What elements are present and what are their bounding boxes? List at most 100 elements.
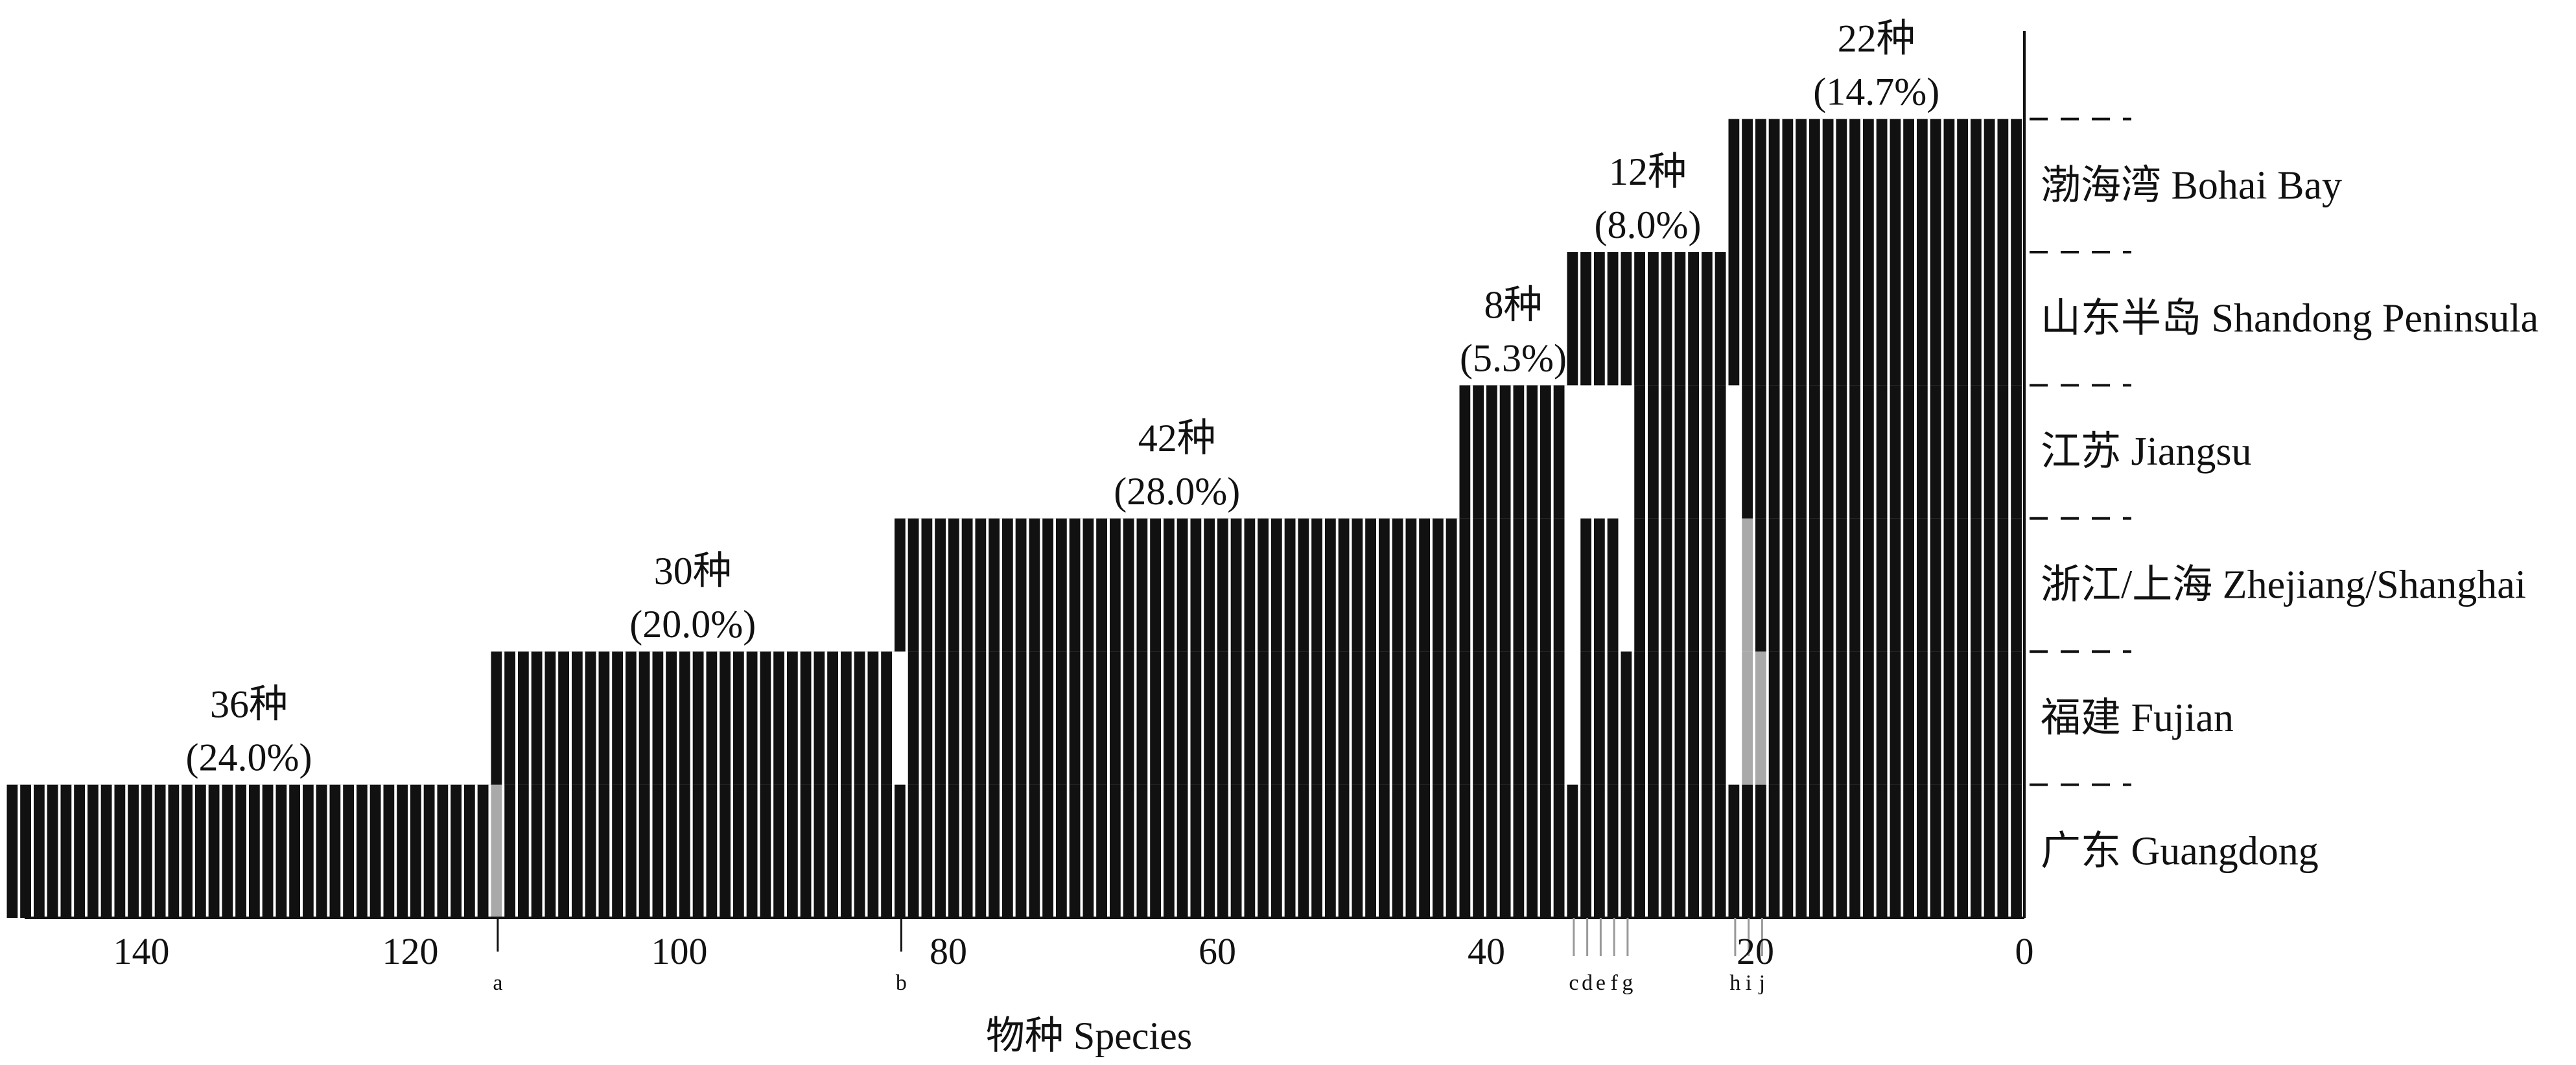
species-segment <box>1984 651 1998 785</box>
species-segment <box>1728 252 1742 386</box>
species-segment <box>841 651 854 785</box>
species-segment <box>975 518 989 652</box>
species-divider <box>784 651 787 918</box>
species-divider <box>1981 119 1984 919</box>
species-segment <box>1702 252 1715 386</box>
species-segment <box>1446 651 1460 785</box>
species-divider <box>703 651 707 918</box>
x-tick-label: 0 <box>2015 930 2034 972</box>
species-segment <box>1540 518 1554 652</box>
species-divider <box>1672 252 1675 918</box>
species-divider <box>1241 518 1245 918</box>
species-segment <box>666 651 679 785</box>
species-segment <box>1836 651 1850 785</box>
species-segment <box>975 784 989 918</box>
species-segment <box>867 784 882 918</box>
species-divider <box>394 784 397 918</box>
species-segment <box>1029 651 1043 785</box>
species-divider <box>1591 252 1594 918</box>
species-divider <box>1080 518 1083 918</box>
species-segment <box>154 784 169 918</box>
species-segment <box>2011 119 2024 252</box>
species-divider <box>1309 518 1312 918</box>
species-segment <box>572 651 585 785</box>
species-segment <box>1083 784 1097 918</box>
species-segment <box>1796 385 1809 519</box>
species-segment <box>1863 518 1877 652</box>
species-segment <box>1836 784 1850 918</box>
species-segment <box>1782 784 1796 918</box>
species-divider <box>1941 119 1944 919</box>
species-divider <box>972 518 976 918</box>
species-segment <box>1728 119 1742 252</box>
species-segment <box>1742 651 1755 785</box>
species-segment <box>1002 784 1016 918</box>
species-segment <box>1499 784 1514 918</box>
species-segment <box>1903 784 1917 918</box>
species-divider <box>44 784 47 918</box>
species-segment <box>720 784 733 918</box>
species-segment <box>1674 385 1689 519</box>
species-segment <box>1553 784 1567 918</box>
species-segment <box>1446 784 1460 918</box>
species-segment <box>1728 784 1742 918</box>
species-segment <box>921 518 935 652</box>
species-divider <box>1632 252 1635 918</box>
species-segment <box>1674 651 1689 785</box>
species-segment <box>1782 385 1796 519</box>
species-divider <box>636 651 639 918</box>
species-segment <box>1284 784 1298 918</box>
species-segment <box>303 784 316 918</box>
species-divider <box>1699 252 1702 918</box>
species-segment <box>1499 385 1514 519</box>
species-segment <box>1486 518 1500 652</box>
species-divider <box>1066 518 1070 918</box>
species-segment <box>1863 784 1877 918</box>
species-segment <box>827 784 841 918</box>
species-segment <box>1607 518 1621 652</box>
species-segment <box>1069 518 1083 652</box>
species-segment <box>275 784 290 918</box>
species-divider <box>919 518 922 918</box>
species-segment <box>235 784 249 918</box>
species-segment <box>208 784 222 918</box>
species-segment <box>841 784 854 918</box>
species-divider <box>825 651 828 918</box>
species-segment <box>1002 651 1016 785</box>
species-segment <box>1984 385 1998 519</box>
species-segment <box>2011 651 2024 785</box>
species-divider <box>1914 119 1917 919</box>
species-segment <box>1365 651 1379 785</box>
species-segment <box>1997 119 2011 252</box>
species-divider <box>179 784 182 918</box>
species-divider <box>1887 119 1890 919</box>
species-divider <box>528 651 532 918</box>
species-divider <box>1322 518 1325 918</box>
species-divider <box>18 784 21 918</box>
species-segment <box>289 784 303 918</box>
species-segment <box>2011 385 2024 519</box>
species-segment <box>1271 651 1285 785</box>
species-segment <box>1580 252 1594 386</box>
species-segment <box>47 784 61 918</box>
species-segment <box>1917 252 1930 386</box>
species-segment <box>612 784 626 918</box>
species-divider <box>1443 518 1446 918</box>
species-divider <box>1013 518 1016 918</box>
species-segment <box>746 784 760 918</box>
species-segment <box>1755 252 1769 386</box>
species-divider <box>273 784 276 918</box>
species-segment <box>1836 518 1850 652</box>
species-divider <box>1403 518 1406 918</box>
species-divider <box>381 784 384 918</box>
species-segment <box>867 651 882 785</box>
species-segment <box>1796 252 1809 386</box>
species-divider <box>932 518 935 918</box>
species-segment <box>1971 385 1984 519</box>
species-divider <box>1860 119 1863 919</box>
species-segment <box>706 784 720 918</box>
species-segment <box>343 784 357 918</box>
species-segment <box>1069 784 1083 918</box>
species-segment <box>1190 518 1204 652</box>
species-segment <box>733 784 747 918</box>
